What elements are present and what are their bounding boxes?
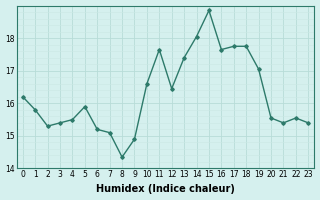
X-axis label: Humidex (Indice chaleur): Humidex (Indice chaleur) (96, 184, 235, 194)
